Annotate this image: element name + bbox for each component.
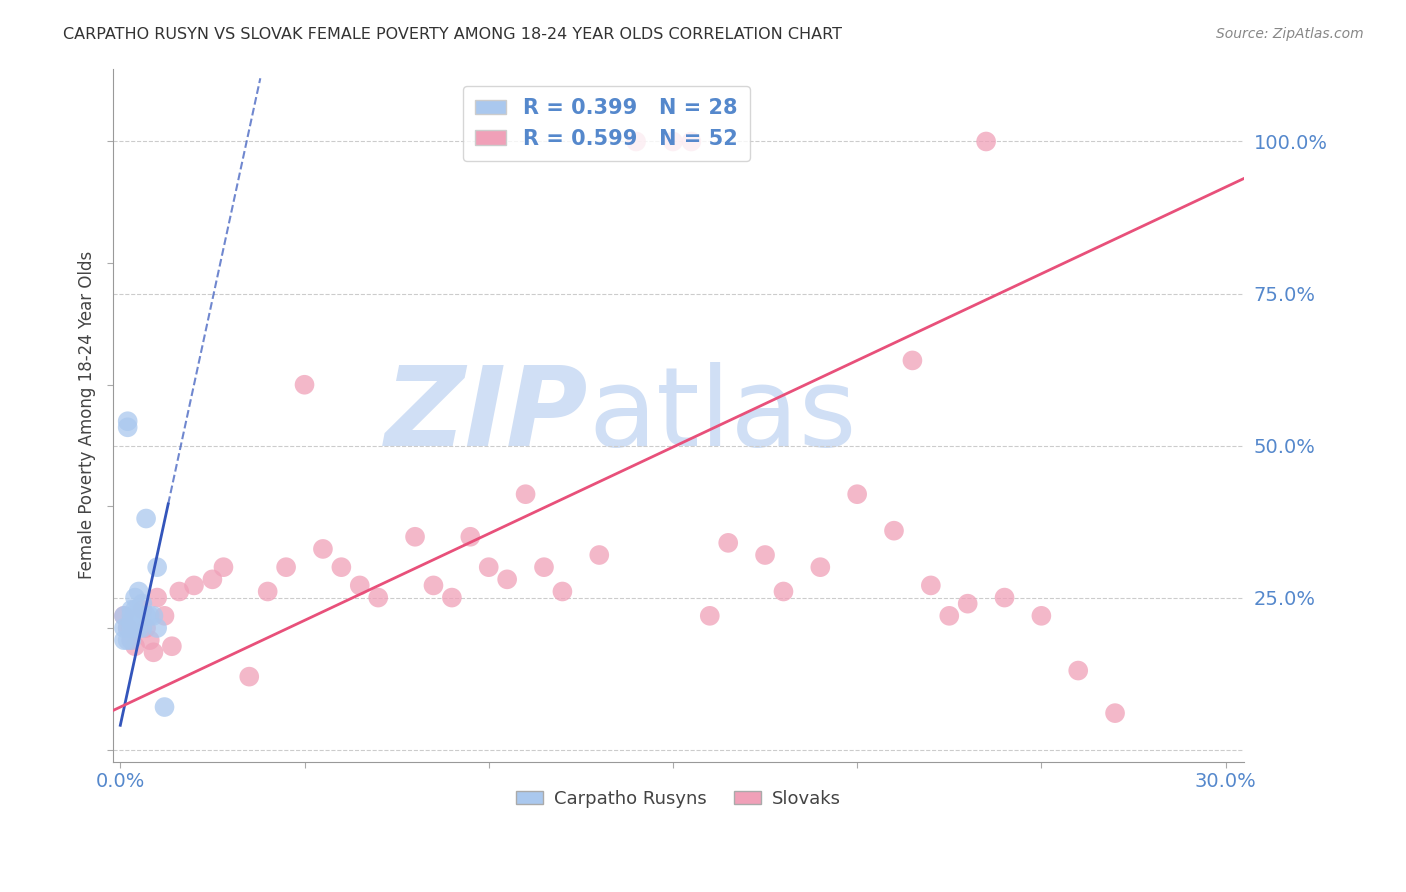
Point xyxy=(404,530,426,544)
Point xyxy=(256,584,278,599)
Text: atlas: atlas xyxy=(588,361,856,468)
Point xyxy=(422,578,444,592)
Point xyxy=(681,135,703,149)
Point xyxy=(117,621,139,635)
Point xyxy=(112,633,135,648)
Point xyxy=(478,560,501,574)
Point xyxy=(588,548,610,562)
Point xyxy=(920,578,942,592)
Point xyxy=(142,608,165,623)
Point xyxy=(662,135,685,149)
Text: ZIP: ZIP xyxy=(384,361,588,468)
Point xyxy=(533,560,555,574)
Point xyxy=(201,572,224,586)
Point xyxy=(1104,706,1126,720)
Point xyxy=(717,536,740,550)
Point xyxy=(167,584,190,599)
Point xyxy=(146,560,169,574)
Point xyxy=(160,639,183,653)
Point xyxy=(139,608,162,623)
Point xyxy=(124,639,146,653)
Point xyxy=(120,633,142,648)
Point xyxy=(274,560,297,574)
Legend: Carpatho Rusyns, Slovaks: Carpatho Rusyns, Slovaks xyxy=(509,782,848,815)
Point xyxy=(120,603,142,617)
Point xyxy=(993,591,1015,605)
Point xyxy=(551,584,574,599)
Point xyxy=(120,608,142,623)
Point xyxy=(124,603,146,617)
Point xyxy=(135,511,157,525)
Point xyxy=(112,608,135,623)
Point xyxy=(146,591,169,605)
Point xyxy=(112,621,135,635)
Point xyxy=(901,353,924,368)
Point xyxy=(117,420,139,434)
Point xyxy=(1067,664,1090,678)
Point xyxy=(956,597,979,611)
Point xyxy=(124,621,146,635)
Point xyxy=(1031,608,1053,623)
Point xyxy=(128,608,150,623)
Point xyxy=(883,524,905,538)
Point xyxy=(131,608,153,623)
Point xyxy=(135,608,157,623)
Point xyxy=(367,591,389,605)
Point xyxy=(131,597,153,611)
Point xyxy=(846,487,869,501)
Point xyxy=(349,578,371,592)
Point xyxy=(183,578,205,592)
Point xyxy=(128,584,150,599)
Point xyxy=(938,608,960,623)
Point xyxy=(808,560,831,574)
Text: CARPATHO RUSYN VS SLOVAK FEMALE POVERTY AMONG 18-24 YEAR OLDS CORRELATION CHART: CARPATHO RUSYN VS SLOVAK FEMALE POVERTY … xyxy=(63,27,842,42)
Point xyxy=(699,608,721,623)
Point xyxy=(754,548,776,562)
Point xyxy=(128,621,150,635)
Point xyxy=(135,621,157,635)
Point xyxy=(124,591,146,605)
Point xyxy=(139,633,162,648)
Point xyxy=(131,621,153,635)
Point xyxy=(153,700,176,714)
Point xyxy=(212,560,235,574)
Point xyxy=(330,560,353,574)
Point xyxy=(120,615,142,629)
Point xyxy=(117,621,139,635)
Point xyxy=(624,135,647,149)
Point xyxy=(131,603,153,617)
Point xyxy=(515,487,537,501)
Point xyxy=(496,572,519,586)
Point xyxy=(117,633,139,648)
Point xyxy=(312,541,335,556)
Point xyxy=(238,670,260,684)
Point xyxy=(120,621,142,635)
Text: Source: ZipAtlas.com: Source: ZipAtlas.com xyxy=(1216,27,1364,41)
Point xyxy=(112,608,135,623)
Point xyxy=(974,135,997,149)
Point xyxy=(120,633,142,648)
Point xyxy=(117,414,139,428)
Y-axis label: Female Poverty Among 18-24 Year Olds: Female Poverty Among 18-24 Year Olds xyxy=(79,251,96,579)
Point xyxy=(460,530,482,544)
Point xyxy=(153,608,176,623)
Point xyxy=(440,591,463,605)
Point xyxy=(294,377,316,392)
Point xyxy=(142,645,165,659)
Point xyxy=(772,584,794,599)
Point xyxy=(146,621,169,635)
